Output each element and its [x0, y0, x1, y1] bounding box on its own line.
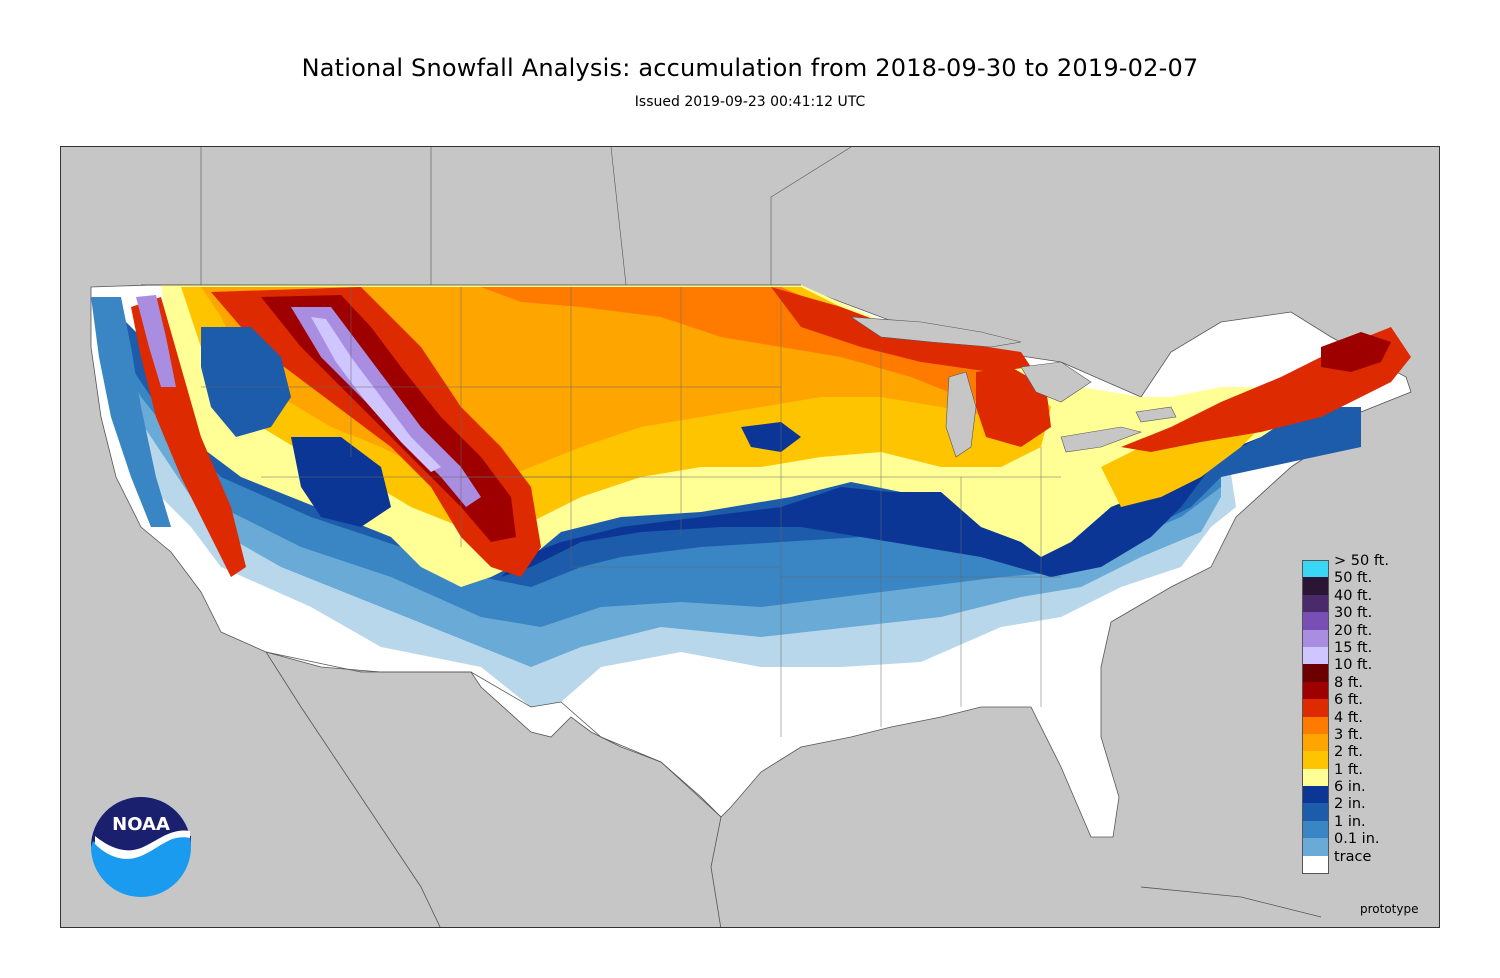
lake-superior	[849, 316, 1022, 348]
legend-item: 40 ft.	[1302, 588, 1442, 613]
band-6in-basin-1	[201, 327, 291, 437]
legend-swatch	[1302, 820, 1329, 839]
province-line-4	[770, 147, 852, 285]
prototype-note: prototype	[1360, 902, 1419, 916]
lake-ontario	[1135, 406, 1177, 423]
lake-huron	[1020, 361, 1092, 403]
legend-swatch	[1302, 733, 1329, 752]
legend-item: trace	[1302, 849, 1442, 874]
legend-swatch	[1302, 560, 1329, 578]
legend-item: 4 ft.	[1302, 710, 1442, 734]
band-1ft-plains-1	[741, 422, 801, 452]
legend-item: 0.1 in.	[1302, 831, 1442, 856]
baja-coast	[265, 651, 441, 927]
legend-label: 2 ft.	[1334, 744, 1363, 761]
legend-label: 8 ft.	[1334, 674, 1363, 691]
noaa-logo: NOAA	[90, 796, 192, 898]
mexico-coast	[710, 816, 722, 927]
legend-swatch	[1302, 699, 1329, 717]
band-1ft-basin-2	[291, 437, 391, 527]
legend-swatch	[1302, 594, 1329, 613]
noaa-logo-text: NOAA	[112, 814, 170, 835]
legend-swatch	[1302, 768, 1329, 787]
legend-swatch	[1302, 664, 1329, 682]
band-15ft-rockies	[311, 317, 441, 472]
issued-timestamp: Issued 2019-09-23 00:41:12 UTC	[634, 94, 866, 110]
legend-swatch	[1302, 629, 1329, 647]
legend-swatch	[1302, 838, 1329, 856]
legend-label: 10 ft.	[1334, 657, 1373, 674]
legend-label: 40 ft.	[1334, 587, 1373, 604]
legend-label: trace	[1334, 848, 1372, 865]
band-8ft-michigan	[976, 367, 1051, 447]
legend: > 50 ft. 50 ft. 40 ft. 30 ft. 20 ft. 15 ft. 10…	[1302, 553, 1442, 874]
legend-label: 1 in.	[1334, 813, 1366, 830]
legend-swatch	[1302, 612, 1329, 630]
legend-label: 0.1 in.	[1334, 831, 1380, 848]
legend-label: 15 ft.	[1334, 639, 1373, 656]
legend-label: 2 in.	[1334, 796, 1366, 813]
legend-item: 10 ft.	[1302, 657, 1442, 682]
band-15ft-cascades	[136, 295, 176, 387]
band-3ft-ne	[1101, 417, 1261, 507]
band-10ft-maine	[1321, 332, 1391, 372]
lake-erie	[1060, 426, 1143, 453]
legend-swatch	[1302, 646, 1329, 665]
legend-item: 6 ft.	[1302, 692, 1442, 717]
legend-item: 2 ft.	[1302, 744, 1442, 769]
legend-item: 1 in.	[1302, 814, 1442, 839]
legend-label: 6 ft.	[1334, 692, 1363, 709]
map-title: National Snowfall Analysis: accumulation…	[301, 54, 1199, 82]
snowfall-map-canvas	[90, 147, 1412, 927]
legend-item: 2 in.	[1302, 796, 1442, 821]
legend-item: 1 ft.	[1302, 762, 1442, 787]
legend-item: 3 ft.	[1302, 727, 1442, 752]
legend-item: 50 ft.	[1302, 570, 1442, 595]
legend-swatch	[1302, 855, 1329, 874]
legend-item: 15 ft.	[1302, 640, 1442, 665]
legend-label: 6 in.	[1334, 779, 1366, 796]
snowfall-map	[60, 146, 1440, 928]
legend-label: 50 ft.	[1334, 570, 1373, 587]
legend-item: > 50 ft.	[1302, 553, 1442, 578]
legend-swatch	[1302, 803, 1329, 821]
band-2in-coast	[91, 297, 171, 527]
legend-label: > 50 ft.	[1334, 553, 1389, 569]
legend-item: 8 ft.	[1302, 675, 1442, 700]
legend-label: 1 ft.	[1334, 761, 1363, 778]
legend-item: 6 in.	[1302, 779, 1442, 804]
lake-michigan	[945, 371, 977, 458]
cuba	[1140, 886, 1322, 918]
legend-label: 4 ft.	[1334, 709, 1363, 726]
legend-swatch	[1302, 716, 1329, 734]
legend-item: 30 ft.	[1302, 605, 1442, 630]
legend-label: 20 ft.	[1334, 622, 1373, 639]
legend-swatch	[1302, 681, 1329, 700]
legend-item: 20 ft.	[1302, 623, 1442, 647]
mexico-border	[265, 651, 722, 818]
legend-label: 3 ft.	[1334, 726, 1363, 743]
legend-swatch	[1302, 577, 1329, 595]
legend-swatch	[1302, 786, 1329, 804]
province-line-3	[610, 147, 627, 286]
legend-swatch	[1302, 751, 1329, 769]
legend-label: 30 ft.	[1334, 605, 1373, 622]
state-lines	[201, 287, 1061, 737]
